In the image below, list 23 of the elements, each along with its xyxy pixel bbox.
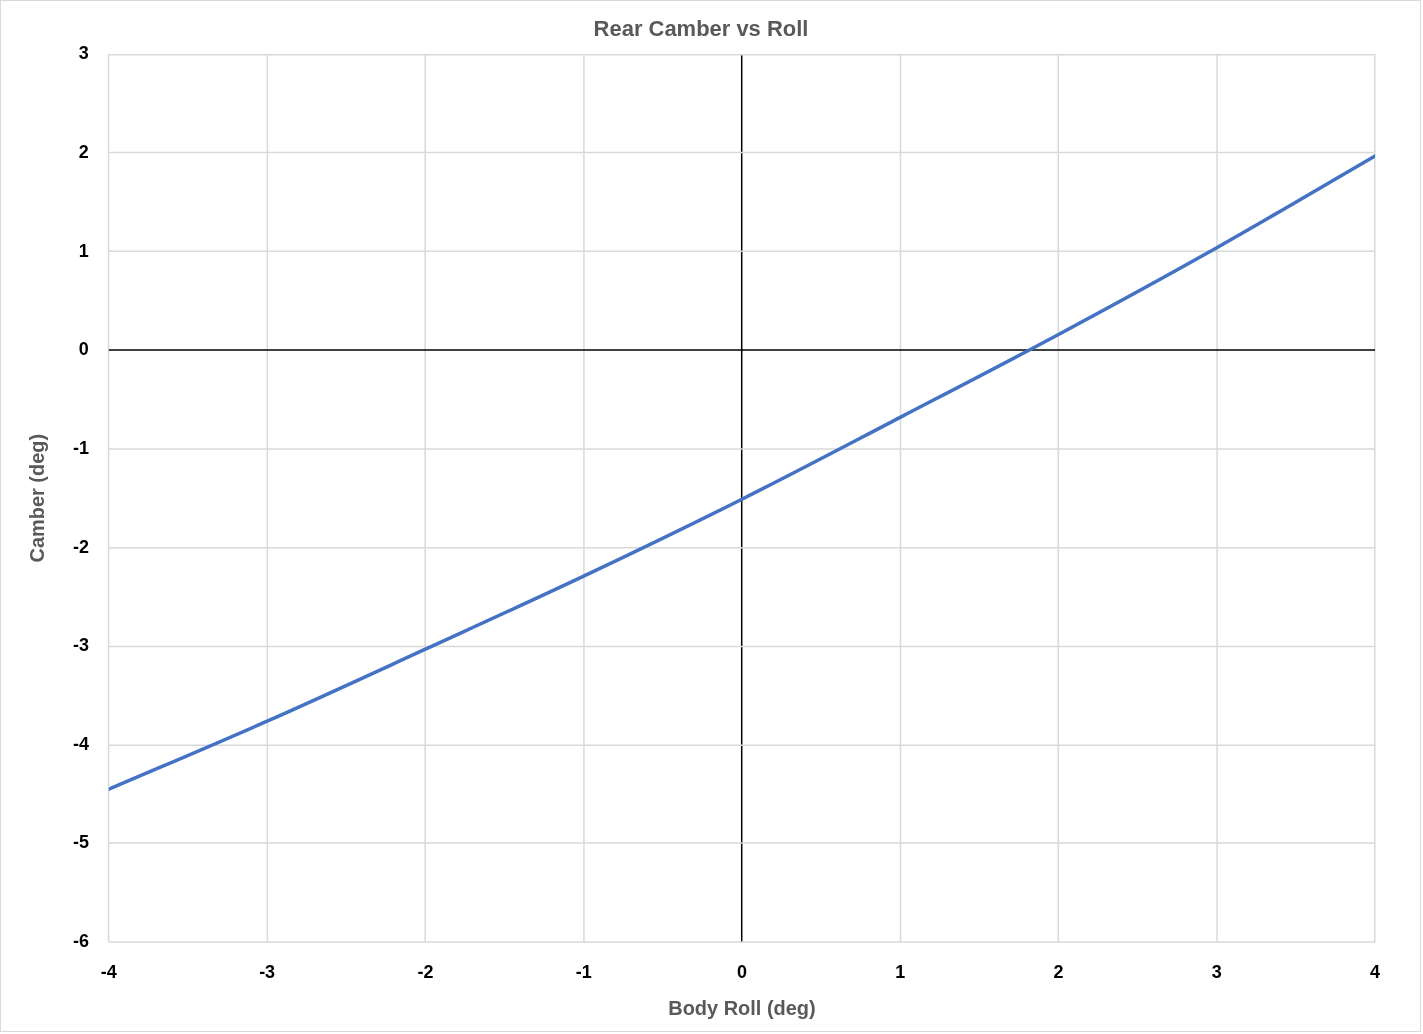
chart-title: Rear Camber vs Roll [593, 16, 809, 42]
x-axis-title: Body Roll (deg) [668, 996, 816, 1019]
y-tick-label: -3 [72, 635, 89, 656]
x-tick-label: 0 [736, 961, 747, 982]
y-tick-label: -4 [72, 733, 89, 754]
y-tick-label: -2 [72, 536, 89, 557]
y-tick-label: 0 [78, 339, 89, 360]
y-tick-label: -5 [72, 832, 89, 853]
y-tick-label: -1 [72, 437, 89, 458]
y-axis-title: Camber (deg) [26, 433, 49, 563]
x-tick-label: 2 [1053, 961, 1064, 982]
x-tick-label: -2 [417, 961, 434, 982]
y-tick-label: 3 [78, 43, 89, 64]
y-tick-label: 2 [78, 141, 89, 162]
x-tick-label: -3 [259, 961, 276, 982]
line-series [108, 154, 1376, 792]
x-tick-label: -4 [100, 961, 117, 982]
y-tick-label: 1 [78, 240, 89, 261]
x-tick-label: 4 [1370, 961, 1381, 982]
y-tick-label: -6 [72, 931, 89, 952]
x-tick-label: 3 [1211, 961, 1222, 982]
x-tick-label: 1 [895, 961, 906, 982]
x-tick-label: -1 [575, 961, 592, 982]
